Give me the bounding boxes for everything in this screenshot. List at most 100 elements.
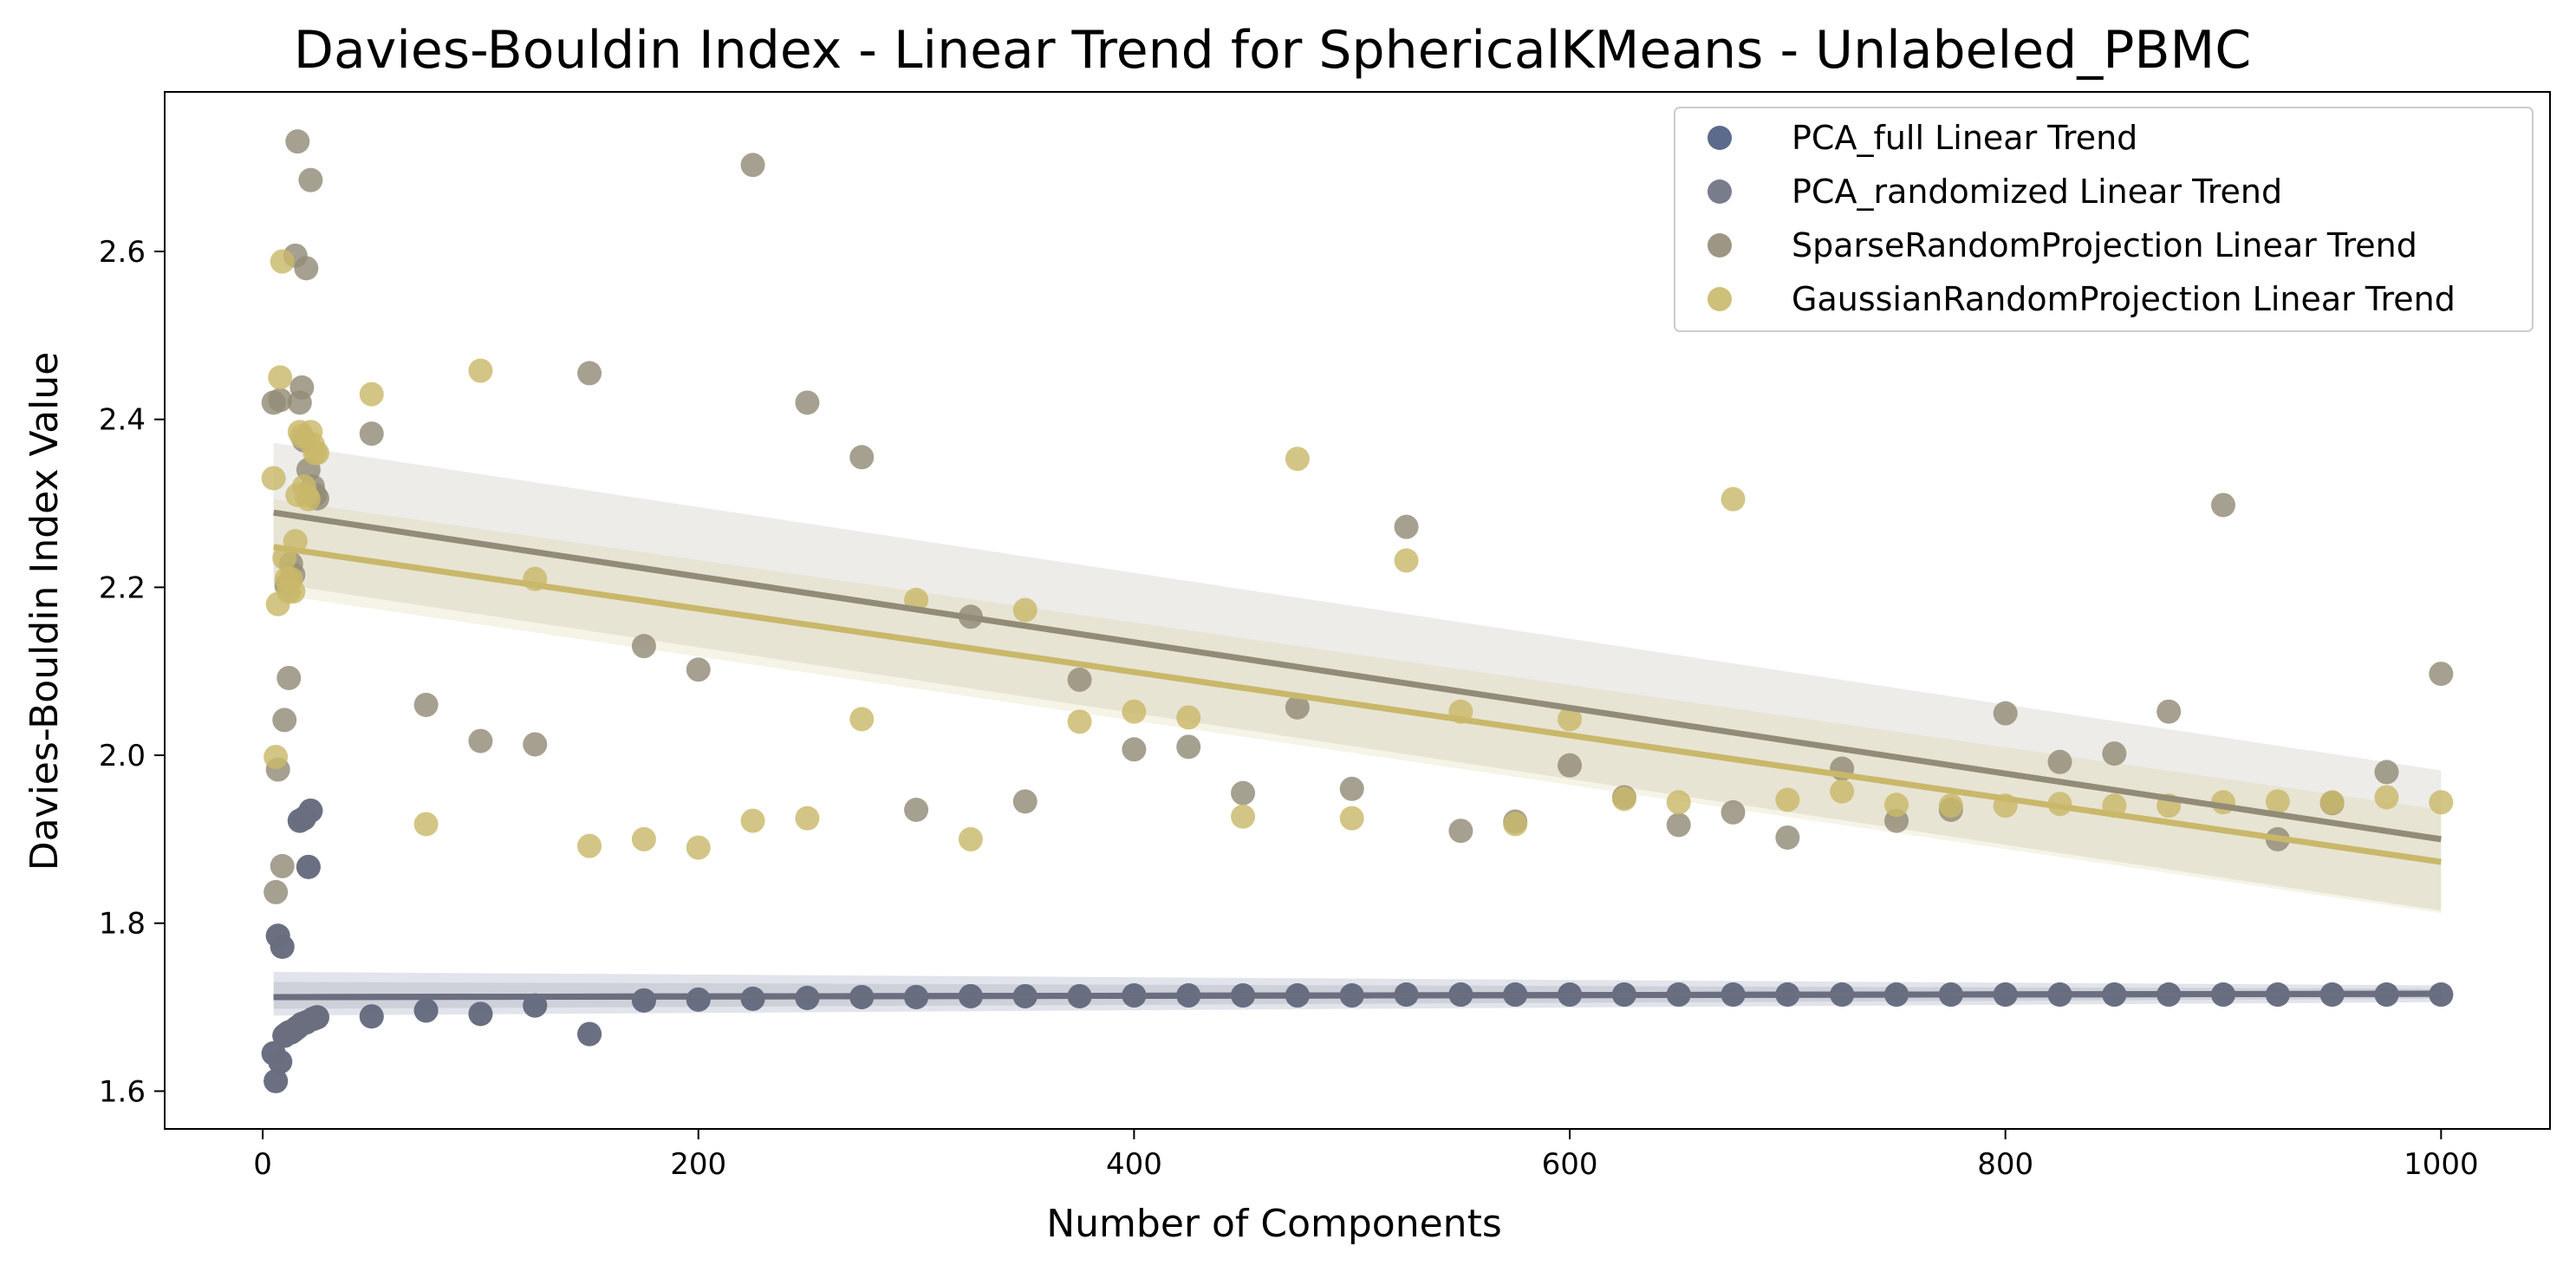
legend-label: PCA_full Linear Trend — [1792, 119, 2137, 157]
data-point — [2047, 749, 2072, 774]
data-point — [2156, 699, 2182, 724]
data-point — [904, 798, 929, 822]
data-point — [1394, 548, 1419, 573]
data-point — [1122, 699, 1147, 724]
data-point — [2374, 760, 2399, 785]
data-point — [631, 634, 656, 659]
plot-frame — [164, 91, 2551, 1130]
data-point — [795, 390, 820, 415]
data-point — [577, 833, 602, 858]
data-point — [686, 657, 711, 682]
data-point — [1012, 789, 1038, 814]
data-point — [686, 987, 711, 1012]
data-point — [359, 1004, 384, 1029]
data-point — [270, 934, 295, 959]
data-point — [2319, 790, 2345, 815]
data-point — [577, 1021, 602, 1047]
data-point — [958, 826, 983, 851]
data-point — [1231, 804, 1256, 829]
data-point — [849, 707, 875, 732]
legend-marker — [1708, 233, 1732, 258]
data-point — [468, 358, 493, 383]
x-tick-label: 800 — [1977, 1147, 2033, 1182]
data-point — [296, 854, 321, 879]
data-point — [263, 879, 289, 904]
data-point — [1558, 753, 1583, 778]
data-point — [1067, 709, 1092, 734]
data-point — [359, 382, 384, 407]
data-point — [2374, 785, 2399, 810]
data-point — [268, 365, 293, 390]
data-point — [413, 812, 439, 837]
data-point — [1775, 787, 1800, 812]
data-point — [1448, 819, 1473, 844]
data-point — [270, 853, 295, 878]
data-point — [1176, 734, 1201, 760]
x-tick-label: 0 — [253, 1147, 272, 1182]
x-tick-label: 200 — [670, 1147, 726, 1182]
data-point — [276, 665, 302, 690]
data-point — [1231, 780, 1256, 806]
data-point — [289, 375, 315, 400]
data-point — [2211, 492, 2236, 518]
data-point — [1666, 790, 1691, 815]
data-point — [1176, 705, 1201, 730]
data-point — [294, 256, 319, 281]
x-axis-label: Number of Components — [1046, 1202, 1502, 1246]
data-point — [631, 826, 656, 851]
data-point — [2265, 789, 2290, 814]
data-point — [296, 486, 321, 512]
data-point — [413, 692, 439, 717]
data-point — [298, 167, 323, 192]
trend-line-1 — [273, 990, 2442, 1001]
data-point — [795, 806, 820, 831]
data-point — [1122, 737, 1147, 762]
x-tick-label: 1000 — [2404, 1147, 2479, 1182]
legend-box — [1674, 107, 2534, 332]
data-point — [1993, 701, 2018, 726]
data-point — [1067, 667, 1092, 692]
y-tick-label: 2.4 — [99, 403, 146, 438]
data-point — [686, 835, 711, 860]
legend: PCA_full Linear Trend PCA_randomized Line… — [1674, 107, 2534, 332]
data-point — [1394, 514, 1419, 539]
trend-lines — [273, 509, 2442, 1001]
data-point — [2429, 790, 2454, 815]
y-tick-label: 1.8 — [99, 907, 146, 942]
data-point — [263, 744, 289, 769]
data-point — [1339, 806, 1364, 831]
data-point — [631, 988, 656, 1013]
legend-marker — [1708, 179, 1732, 204]
data-point — [849, 445, 875, 470]
data-point — [268, 388, 293, 413]
data-point — [1721, 486, 1746, 512]
scatter-points — [261, 129, 2454, 1093]
data-point — [1666, 812, 1691, 838]
data-point — [1503, 812, 1528, 837]
data-point — [285, 129, 310, 154]
data-point — [281, 579, 306, 604]
data-point — [359, 421, 384, 447]
data-point — [740, 808, 765, 833]
y-tick-label: 2.0 — [99, 739, 146, 773]
data-point — [298, 798, 323, 823]
x-tick-label: 400 — [1106, 1147, 1162, 1182]
confidence-bands — [273, 442, 2442, 1016]
chart-title: Davies-Bouldin Index - Linear Trend for … — [294, 20, 2251, 81]
data-point — [2429, 662, 2454, 687]
legend-marker — [1708, 126, 1732, 150]
legend-label: PCA_randomized Linear Trend — [1792, 173, 2282, 211]
legend-label: SparseRandomProjection Linear Trend — [1792, 226, 2417, 264]
trend-line-2 — [273, 509, 2442, 843]
legend-marker — [1708, 287, 1732, 311]
y-axis-ticks: 1.6 1.8 2.0 2.2 2.4 2.6 — [99, 235, 165, 1109]
data-point — [1938, 793, 1963, 819]
data-point — [304, 440, 329, 466]
data-point — [1775, 825, 1800, 850]
data-point — [413, 998, 439, 1023]
y-axis-label: Davies-Bouldin Index Value — [23, 352, 67, 871]
legend-label: GaussianRandomProjection Linear Trend — [1792, 280, 2456, 318]
data-point — [263, 1068, 289, 1093]
trend-line-3 — [273, 544, 2442, 865]
